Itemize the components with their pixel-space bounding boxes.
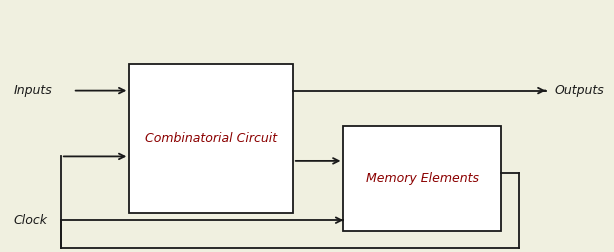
Text: Memory Elements: Memory Elements [366, 172, 479, 185]
Text: Inputs: Inputs [14, 84, 52, 97]
Text: Outputs: Outputs [554, 84, 604, 97]
Bar [343, 126, 501, 231]
Text: Combinatorial Circuit: Combinatorial Circuit [145, 132, 277, 145]
Bar [130, 64, 293, 213]
Text: Clock: Clock [14, 214, 47, 227]
